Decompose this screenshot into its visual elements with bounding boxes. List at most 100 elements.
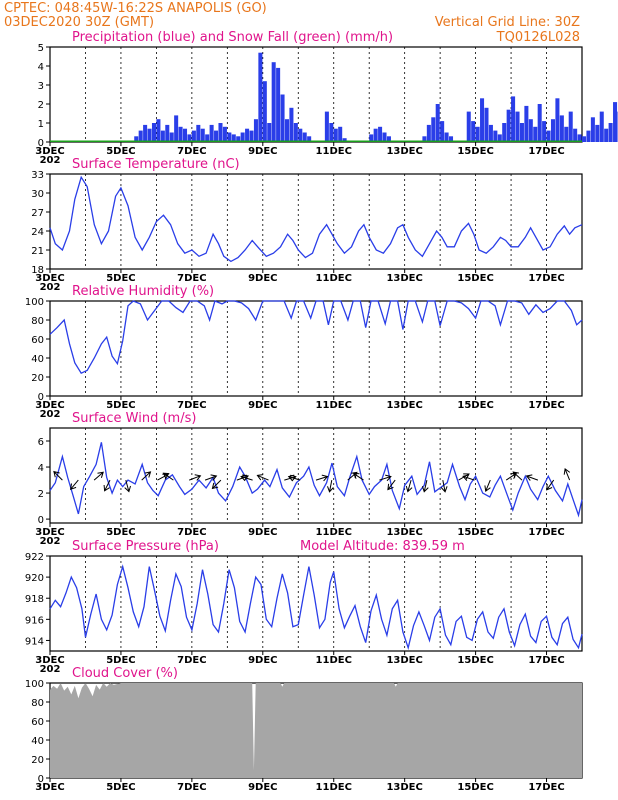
- precip-bar: [134, 136, 139, 142]
- precip-bar: [258, 52, 263, 143]
- x-tick-label: 3DEC: [35, 400, 64, 411]
- x-tick-label: 13DEC: [386, 655, 422, 666]
- precip-bar: [262, 81, 267, 142]
- precip-bar: [519, 123, 524, 142]
- precip-bar: [582, 136, 587, 142]
- precip-bar: [604, 128, 609, 142]
- precip-bar: [488, 124, 493, 142]
- precip-bar: [284, 119, 289, 142]
- wind-arrow: [103, 479, 111, 492]
- x-tick-label: 11DEC: [316, 273, 352, 284]
- x-tick-label: 5DEC: [106, 655, 135, 666]
- precip-bar: [502, 123, 507, 142]
- x-tick-label: 11DEC: [316, 146, 352, 157]
- y-tick-label: 40: [31, 736, 44, 747]
- precip-bar: [515, 111, 520, 142]
- precip-bar: [147, 128, 152, 142]
- wind-panel: Surface Wind (m/s) 0 2 4 6 3DEC 5DEC 7DEC 9DEC 1…: [35, 411, 583, 547]
- wind-arrow: [204, 474, 218, 481]
- precip-bar: [160, 130, 165, 142]
- year-stub-label: 202: [40, 664, 61, 675]
- panel-title: Surface Pressure (hPa): [72, 539, 219, 554]
- precip-bar: [524, 105, 529, 142]
- cloud-cover-panel: Cloud Cover (%) 0 20 40 60 80 100 3DEC 5DEC 7DEC…: [25, 666, 583, 793]
- header-station: CPTEC: 048:45W-16:22S ANAPOLIS (GO): [4, 1, 267, 16]
- cloud-cover-area: [50, 683, 582, 778]
- panel-frame: [49, 300, 583, 397]
- precip-bar: [613, 102, 618, 142]
- panel-title: Surface Temperature (nC): [72, 157, 240, 172]
- precip-bar: [151, 123, 156, 142]
- precip-bar: [183, 128, 188, 142]
- precip-bar: [506, 109, 511, 142]
- precip-bar: [267, 123, 272, 142]
- y-tick-label: 27: [31, 208, 44, 219]
- precip-bar: [369, 134, 374, 142]
- wind-arrow: [352, 472, 364, 481]
- x-tick-label: 5DEC: [106, 146, 135, 157]
- precip-bar: [590, 117, 595, 142]
- precip-bar: [249, 130, 254, 142]
- precip-bar: [466, 111, 471, 142]
- y-tick-label: 0: [38, 138, 44, 149]
- x-tick-label: 3DEC: [35, 655, 64, 666]
- panel-title: Surface Wind (m/s): [72, 411, 196, 426]
- y-tick-label: 33: [31, 170, 44, 181]
- precip-bar: [205, 134, 210, 142]
- precip-bar: [542, 121, 547, 142]
- y-tick-label: 6: [38, 437, 44, 448]
- precip-bar: [143, 124, 148, 142]
- header-model-code: TQ0126L028: [496, 30, 580, 45]
- wind-arrow: [512, 471, 523, 481]
- y-tick-label: 2: [38, 100, 44, 111]
- precip-bar: [307, 136, 312, 142]
- panel-title: Precipitation (blue) and Snow Fall (gree…: [72, 30, 393, 45]
- wind-arrow: [69, 479, 79, 491]
- y-tick-label: 0: [38, 515, 44, 526]
- header-run-time: 03DEC2020 30Z (GMT): [4, 15, 154, 30]
- wind-arrow: [421, 479, 429, 493]
- precip-bar: [444, 132, 449, 142]
- wind-arrow: [124, 479, 131, 493]
- y-tick-label: 4: [38, 463, 44, 474]
- precip-bar: [329, 123, 334, 142]
- precipitation-panel: Precipitation (blue) and Snow Fall (gree…: [35, 30, 618, 166]
- x-tick-label: 17DEC: [528, 655, 564, 666]
- y-tick-label: 914: [25, 636, 44, 647]
- precip-bar: [174, 115, 179, 142]
- panel-title: Cloud Cover (%): [72, 666, 178, 681]
- pressure-panel: Surface Pressure (hPa) Model Altitude: 8…: [25, 539, 583, 675]
- x-tick-label: 17DEC: [528, 400, 564, 411]
- y-tick-label: 80: [31, 698, 44, 709]
- precip-bar: [245, 128, 250, 142]
- y-tick-label: 920: [25, 573, 44, 584]
- y-tick-label: 2: [38, 489, 44, 500]
- precip-bar: [276, 67, 281, 142]
- precip-bar: [214, 130, 219, 142]
- wind-arrow: [525, 474, 539, 481]
- y-tick-label: 100: [25, 297, 44, 308]
- wind-arrow: [462, 474, 475, 482]
- precip-bar: [577, 134, 582, 142]
- precip-bar: [511, 96, 516, 142]
- wind-arrow: [315, 474, 329, 482]
- precip-bar: [333, 128, 338, 142]
- precip-bar: [302, 132, 307, 142]
- precip-bar: [559, 115, 564, 142]
- precip-bar: [280, 94, 285, 142]
- humidity-panel: Relative Humidity (%) 0 20 40 60 80 100 3DEC 5D…: [25, 284, 583, 420]
- precip-bar: [209, 124, 214, 142]
- precip-bar: [440, 121, 445, 142]
- x-tick-label: 13DEC: [386, 146, 422, 157]
- x-tick-label: 5DEC: [106, 273, 135, 284]
- y-tick-label: 30: [31, 189, 44, 200]
- wind-arrow: [141, 471, 152, 481]
- x-tick-label: 15DEC: [457, 527, 493, 538]
- panel-frame: [49, 173, 583, 270]
- precip-bar: [338, 126, 343, 142]
- precip-bar: [497, 134, 502, 142]
- wind-arrow: [440, 480, 448, 493]
- x-tick-label: 13DEC: [386, 527, 422, 538]
- x-tick-label: 11DEC: [316, 782, 352, 793]
- precip-bar: [253, 119, 258, 142]
